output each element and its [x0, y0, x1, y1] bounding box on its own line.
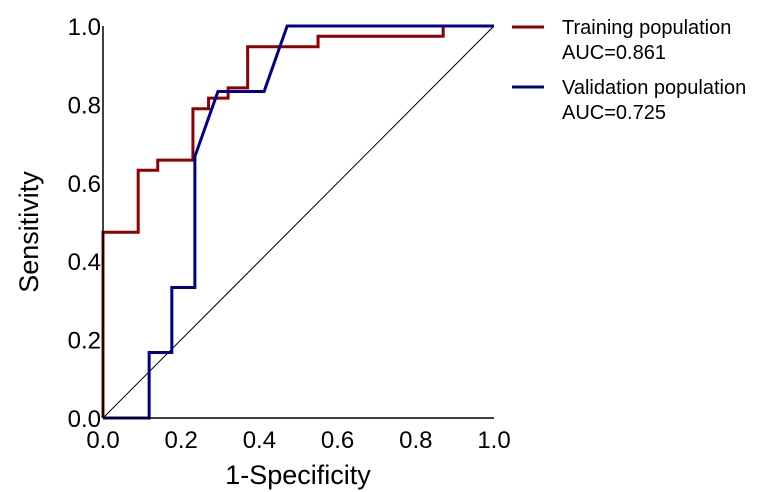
x-tick-label: 0.0	[86, 427, 119, 454]
roc-curve-series-2	[103, 24, 494, 420]
x-tick-label: 0.8	[399, 427, 432, 454]
legend-auc-label: AUC=0.861	[562, 42, 666, 64]
roc-curve-series-1	[101, 24, 494, 418]
legend-series-name: Validation population	[562, 77, 746, 99]
y-tick-label: 0.0	[68, 406, 101, 433]
x-tick-label: 0.2	[165, 427, 198, 454]
y-tick-label: 1.0	[68, 14, 101, 41]
legend-auc-label: AUC=0.725	[562, 102, 666, 124]
legend: Training population AUC=0.861 Validation p…	[512, 17, 746, 124]
x-tick-label: 1.0	[477, 427, 510, 454]
x-tick-label: 0.6	[321, 427, 354, 454]
y-tick-label: 0.4	[68, 249, 101, 276]
y-tick-label: 0.6	[68, 171, 101, 198]
legend-series-name: Training population	[562, 17, 731, 39]
reference-diagonal-line	[102, 25, 495, 419]
x-tick-label: 0.4	[243, 427, 276, 454]
y-tick-label: 0.2	[68, 328, 101, 355]
y-axis-title: Sensitivity	[14, 171, 44, 293]
x-axis-title: 1-Specificity	[225, 460, 371, 490]
y-tick-label: 0.8	[68, 92, 101, 119]
